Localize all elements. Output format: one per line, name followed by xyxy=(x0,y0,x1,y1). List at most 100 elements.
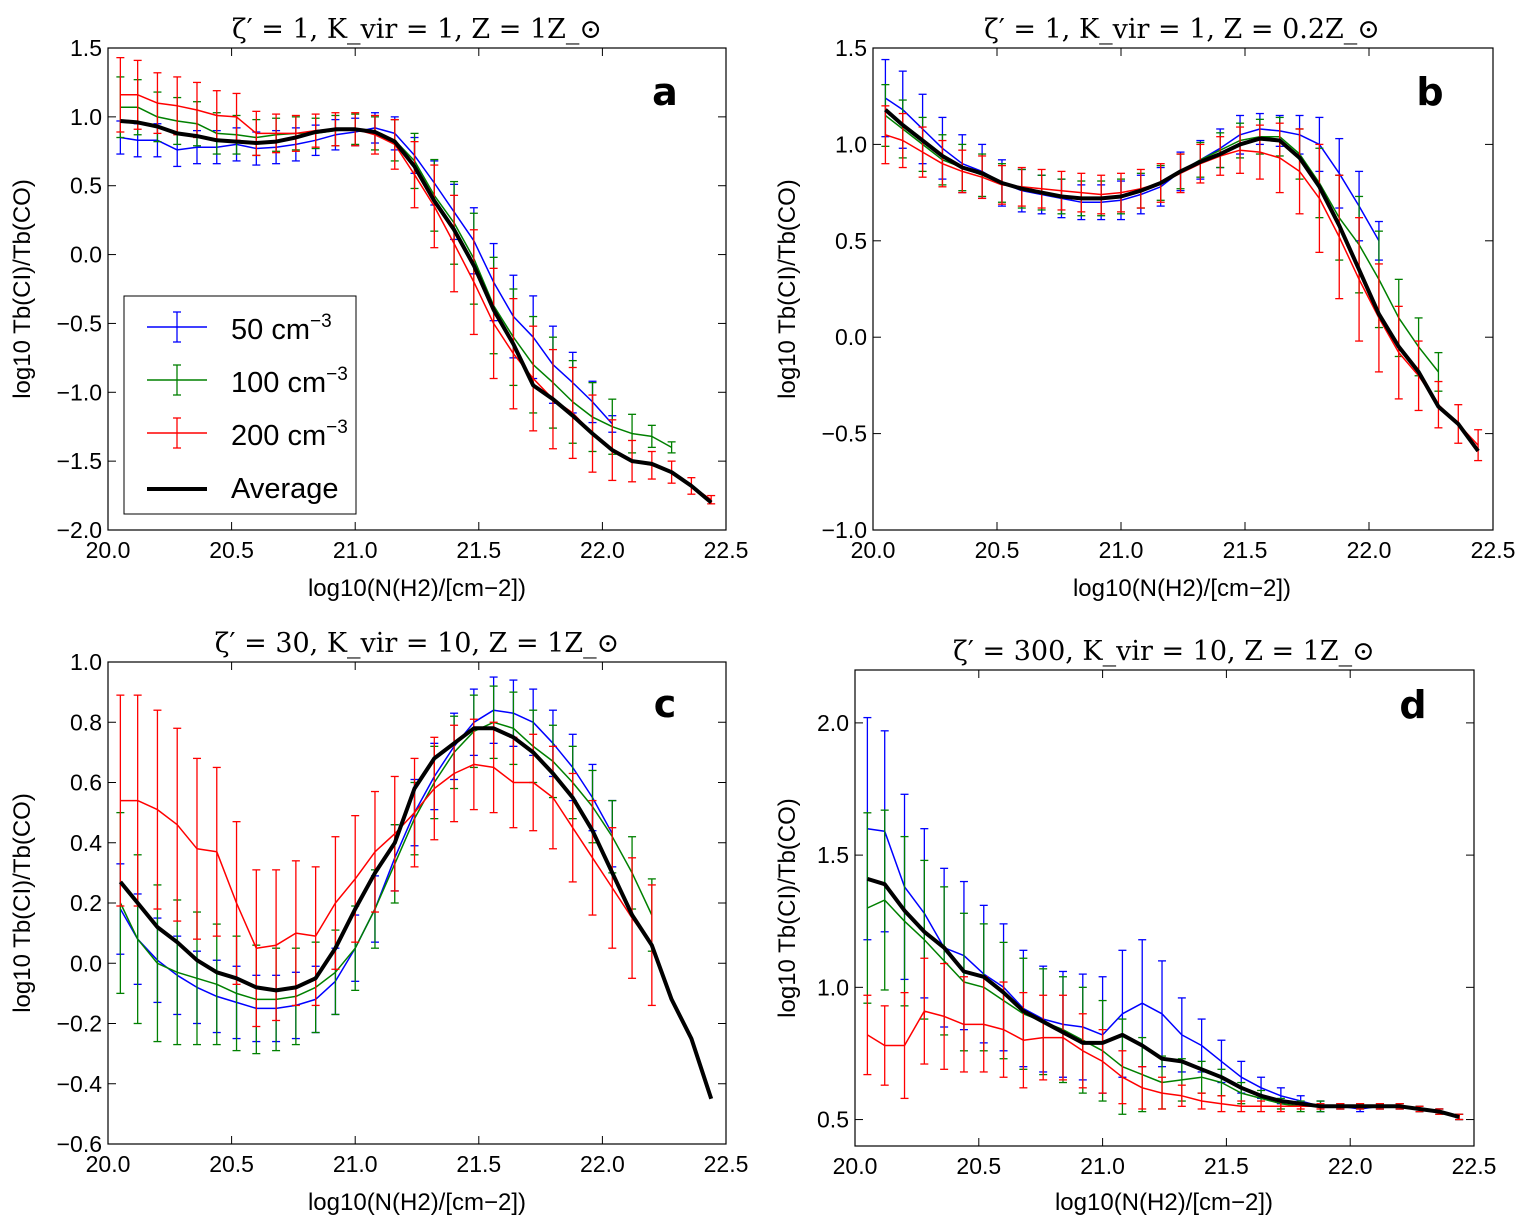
panel-a-plot-area xyxy=(107,47,727,531)
panel-c-title: ζ′ = 30, K_vir = 10, Z = 1Z_⊙ xyxy=(215,628,619,659)
xtick-label: 21.0 xyxy=(1080,1153,1125,1179)
series-avg xyxy=(884,108,1480,453)
panel-a-ticks: 20.0 20.5 21.0 21.5 22.0 22.5 1.5 1.0 0.5 0.0 −0.5… xyxy=(57,35,749,563)
panel-b-ticks: 20.0 20.5 21.0 21.5 22.0 22.5 1.5 1.0 0.5 0.0 −0.5… xyxy=(822,35,1516,563)
series-200 xyxy=(863,957,1464,1121)
ytick-label: −0.2 xyxy=(57,1011,102,1037)
panel-a: ζ′ = 1, K_vir = 1, Z = 1Z_⊙ 20.0 20.5 21.0… xyxy=(9,14,748,602)
panel-a-data xyxy=(116,56,716,505)
panel-c-letter: c xyxy=(654,682,677,726)
xtick-label: 20.0 xyxy=(86,537,131,563)
xtick-label: 22.5 xyxy=(1452,1153,1497,1179)
series-avg xyxy=(118,726,714,1100)
series-line-100 xyxy=(119,721,653,1001)
panel-b-data xyxy=(881,58,1483,462)
xtick-label: 21.5 xyxy=(456,1151,501,1177)
ytick-label: −0.4 xyxy=(57,1071,103,1097)
series-line-200 xyxy=(885,134,1479,446)
series-line-200 xyxy=(867,1010,1460,1118)
ytick-label: −1.0 xyxy=(57,379,102,405)
legend-box xyxy=(123,295,357,515)
series-group xyxy=(863,716,1464,1121)
xtick-label: 22.0 xyxy=(580,537,625,563)
legend-item-200: 200 cm−3 xyxy=(147,417,348,452)
xtick-label: 21.0 xyxy=(333,1151,378,1177)
xtick-label: 20.0 xyxy=(851,537,896,563)
ytick-label: 0.0 xyxy=(835,324,867,350)
series-50 xyxy=(116,676,617,1043)
series-100 xyxy=(881,83,1443,392)
xtick-label: 21.5 xyxy=(1204,1153,1249,1179)
panel-c-ticks: 20.0 20.5 21.0 21.5 22.0 22.5 1.0 0.8 0.6 0.4 0.2 0… xyxy=(57,649,749,1177)
legend-item-100: 100 cm−3 xyxy=(147,364,348,399)
ytick-label: 1.0 xyxy=(835,131,867,157)
panel-d-xlabel: log10(N(H2)/[cm−2]) xyxy=(1055,1189,1273,1216)
ytick-label: 2.0 xyxy=(817,710,849,736)
xtick-label: 21.5 xyxy=(456,537,501,563)
panel-b-title: ζ′ = 1, K_vir = 1, Z = 0.2Z_⊙ xyxy=(984,14,1380,45)
panel-b-plot-area xyxy=(872,47,1494,531)
panel-b: ζ′ = 1, K_vir = 1, Z = 0.2Z_⊙ 20.0 20.5 21… xyxy=(774,14,1515,602)
series-group xyxy=(881,58,1483,462)
ytick-label: 0.0 xyxy=(70,950,102,976)
ytick-label: 0.5 xyxy=(70,173,102,199)
legend-label: 100 cm−3 xyxy=(231,364,348,399)
ytick-label: 0.5 xyxy=(817,1107,849,1133)
xtick-label: 22.0 xyxy=(1347,537,1392,563)
panel-c-xlabel: log10(N(H2)/[cm−2]) xyxy=(308,1189,526,1216)
panel-c: ζ′ = 30, K_vir = 10, Z = 1Z_⊙ 20.0 20.5 21… xyxy=(9,628,748,1216)
panel-d-letter: d xyxy=(1399,683,1426,727)
panel-b-ylabel: log10 Tb(CI)/Tb(CO) xyxy=(774,179,801,399)
panel-c-ylabel: log10 Tb(CI)/Tb(CO) xyxy=(9,793,36,1013)
ytick-label: −0.5 xyxy=(822,421,867,447)
series-200 xyxy=(116,694,656,1028)
series-line-50 xyxy=(884,97,1380,242)
panel-b-letter: b xyxy=(1416,70,1443,114)
legend-entries: 50 cm−3 100 cm−3 200 cm−3 Average xyxy=(147,311,348,505)
series-line-100 xyxy=(884,114,1439,373)
legend-item-50: 50 cm−3 xyxy=(147,311,332,346)
ytick-label: −2.0 xyxy=(57,517,102,543)
xtick-label: 22.5 xyxy=(704,1151,749,1177)
xtick-label: 20.5 xyxy=(956,1153,1001,1179)
xtick-label: 20.5 xyxy=(209,1151,254,1177)
ytick-label: 0.6 xyxy=(70,770,102,796)
ytick-label: 1.5 xyxy=(835,35,867,61)
series-200 xyxy=(881,105,1483,462)
series-group xyxy=(116,676,714,1100)
xtick-label: 22.0 xyxy=(580,1151,625,1177)
ytick-label: −0.6 xyxy=(57,1131,102,1157)
panel-d-ylabel: log10 Tb(CI)/Tb(CO) xyxy=(774,798,801,1018)
series-avg xyxy=(120,119,713,505)
panel-a-title: ζ′ = 1, K_vir = 1, Z = 1Z_⊙ xyxy=(232,14,602,45)
legend: 50 cm−3 100 cm−3 200 cm−3 Average xyxy=(123,295,357,515)
ytick-label: 0.5 xyxy=(835,228,867,254)
ytick-label: 0.8 xyxy=(70,709,102,735)
panel-d-title: ζ′ = 300, K_vir = 10, Z = 1Z_⊙ xyxy=(953,636,1375,667)
legend-item-avg: Average xyxy=(147,473,339,505)
xtick-label: 20.5 xyxy=(209,537,254,563)
series-group xyxy=(116,56,716,505)
panel-d-data xyxy=(863,716,1464,1121)
ytick-label: 1.0 xyxy=(817,974,849,1000)
ytick-label: 0.2 xyxy=(70,890,102,916)
xtick-label: 22.5 xyxy=(704,537,749,563)
xtick-label: 21.0 xyxy=(333,537,378,563)
panel-a-xlabel: log10(N(H2)/[cm−2]) xyxy=(308,575,526,602)
series-line-avg xyxy=(884,108,1480,453)
ytick-label: 1.0 xyxy=(70,104,102,130)
series-100 xyxy=(863,809,1464,1121)
panel-a-letter: a xyxy=(652,70,678,114)
ytick-label: 1.5 xyxy=(817,842,849,868)
panel-d: ζ′ = 300, K_vir = 10, Z = 1Z_⊙ 20.0 20.5 2… xyxy=(774,636,1496,1216)
ytick-label: −1.0 xyxy=(822,517,867,543)
xtick-label: 20.0 xyxy=(86,1151,131,1177)
panel-a-ylabel: log10 Tb(CI)/Tb(CO) xyxy=(9,179,36,399)
xtick-label: 20.5 xyxy=(975,537,1020,563)
series-line-200 xyxy=(120,763,653,949)
ytick-label: 0.0 xyxy=(70,242,102,268)
legend-label: 50 cm−3 xyxy=(231,311,332,346)
series-50 xyxy=(881,58,1383,261)
xtick-label: 22.5 xyxy=(1471,537,1516,563)
